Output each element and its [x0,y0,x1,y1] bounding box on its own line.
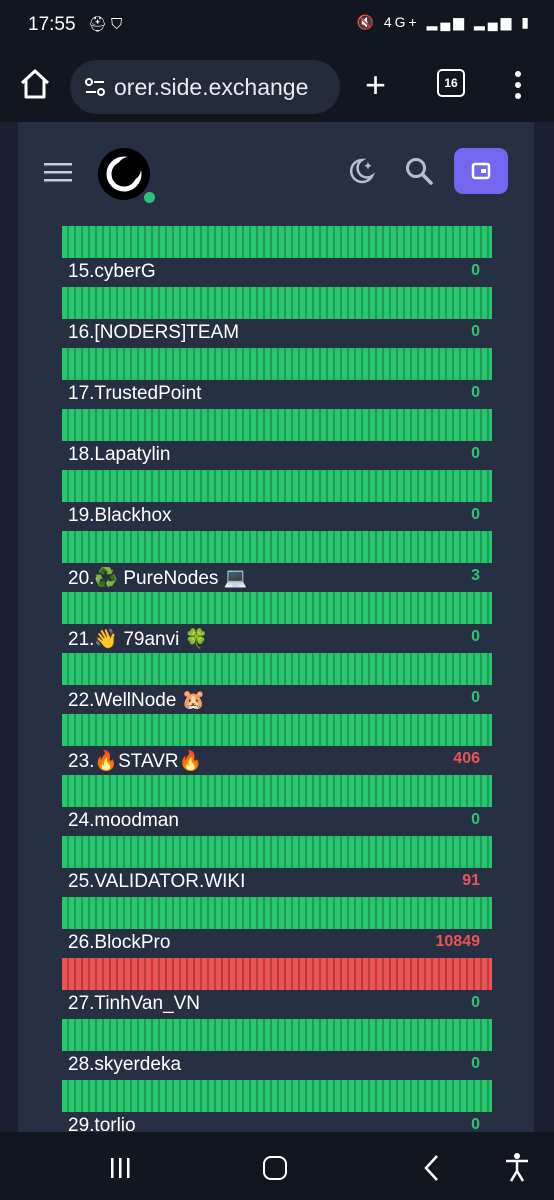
status-time: 17:55 [28,14,76,35]
validator-row[interactable]: 27.TinhVan_VN 0 [62,990,492,1019]
mute-icon: 🔇 [356,14,377,30]
validator-name[interactable]: 27.TinhVan_VN [68,993,201,1014]
missed-blocks-count: 0 [471,445,480,462]
missed-blocks-count: 91 [462,872,480,889]
signal-icon: ▂▄▆ [473,14,515,30]
uptime-bar[interactable] [62,1080,492,1112]
missed-blocks-count: 0 [471,628,480,645]
validator-name[interactable]: 17.TrustedPoint [68,383,202,404]
missed-blocks-count: 406 [453,750,480,767]
validator-row[interactable]: 23.🔥STAVR🔥 406 [62,746,492,775]
online-status-dot [144,192,155,203]
uptime-bar[interactable] [62,470,492,502]
status-bar: 17:55 ⛑⛉ 🔇 4G+ ▂▄▆ ▂▄▆ ▮ [0,0,554,52]
wallet-button[interactable] [454,148,508,194]
validator-name[interactable]: 15.cyberG [68,261,156,282]
wallet-icon [471,162,491,180]
missed-blocks-count: 0 [471,1055,480,1072]
uptime-bar[interactable] [62,226,492,258]
uptime-bar[interactable] [62,287,492,319]
validator-row[interactable]: 29.torlio 0 [62,1112,492,1132]
recents-icon[interactable] [108,1158,132,1178]
uptime-bar[interactable] [62,714,492,746]
missed-blocks-count: 3 [471,567,480,584]
validator-row[interactable]: 28.skyerdeka 0 [62,1051,492,1080]
4g-icon: 4G+ [383,14,420,30]
validator-name[interactable]: 18.Lapatylin [68,444,171,465]
validator-row[interactable]: 15.cyberG 0 [62,258,492,287]
validator-row[interactable]: 26.BlockPro 10849 [62,929,492,958]
new-tab-button[interactable]: + [365,65,393,105]
uptime-bar[interactable] [62,409,492,441]
validator-name[interactable]: 19.Blackhox [68,505,172,526]
uptime-bar[interactable] [62,1019,492,1051]
uptime-bar[interactable] [62,653,492,685]
notification-icon: ⛑ [88,16,112,33]
tab-switcher-button[interactable]: 16 [437,69,465,97]
url-bar[interactable]: orer.side.exchange [70,60,340,114]
url-text[interactable]: orer.side.exchange [114,74,309,100]
uptime-bar[interactable] [62,775,492,807]
search-icon[interactable] [404,156,434,186]
validator-name[interactable]: 22.WellNode 🐹 [68,690,206,711]
signal-icon: ▂▄▆ [426,14,468,30]
validator-name[interactable]: 23.🔥STAVR🔥 [68,751,203,772]
battery-icon: ▮ [521,14,532,30]
uptime-bar[interactable] [62,592,492,624]
validator-name[interactable]: 24.moodman [68,810,179,831]
missed-blocks-count: 0 [471,1116,480,1132]
validator-name[interactable]: 29.torlio [68,1115,136,1132]
missed-blocks-count: 0 [471,384,480,401]
system-icons: 🔇 4G+ ▂▄▆ ▂▄▆ ▮ [357,14,532,31]
site-settings-icon[interactable] [82,74,108,100]
validator-row[interactable]: 20.♻️ PureNodes 💻 3 [62,563,492,592]
hamburger-menu-icon[interactable] [44,162,72,182]
validator-name[interactable]: 21.👋 79anvi 🍀 [68,629,209,650]
content-panel: 15.cyberG 0 16.[NODERS]TEAM 0 17.TrustedPoin… [18,122,534,1132]
validator-row[interactable]: 16.[NODERS]TEAM 0 [62,319,492,348]
system-home-icon[interactable] [263,1156,287,1180]
missed-blocks-count: 0 [471,811,480,828]
uptime-bar[interactable] [62,531,492,563]
validator-row[interactable]: 24.moodman 0 [62,807,492,836]
system-nav-bar [0,1132,554,1200]
validator-name[interactable]: 20.♻️ PureNodes 💻 [68,568,248,589]
home-button[interactable] [18,67,54,103]
validator-row[interactable]: 22.WellNode 🐹 0 [62,685,492,714]
dark-mode-icon[interactable] [346,156,376,186]
missed-blocks-count: 0 [471,323,480,340]
uptime-bar[interactable] [62,348,492,380]
validator-name[interactable]: 26.BlockPro [68,932,171,953]
validator-uptime-list: 15.cyberG 0 16.[NODERS]TEAM 0 17.TrustedPoin… [62,226,492,1132]
uptime-bar[interactable] [62,897,492,929]
page-content: 15.cyberG 0 16.[NODERS]TEAM 0 17.TrustedPoin… [0,122,554,1132]
validator-row[interactable]: 25.VALIDATOR.WIKI 91 [62,868,492,897]
validator-row[interactable]: 18.Lapatylin 0 [62,441,492,470]
missed-blocks-count: 0 [471,262,480,279]
validator-name[interactable]: 25.VALIDATOR.WIKI [68,871,246,892]
validator-row[interactable]: 19.Blackhox 0 [62,502,492,531]
missed-blocks-count: 10849 [435,933,481,950]
site-logo[interactable] [98,148,150,200]
accessibility-icon[interactable] [504,1152,530,1182]
missed-blocks-count: 0 [471,506,480,523]
moon-logo-icon [106,156,142,192]
missed-blocks-count: 0 [471,689,480,706]
home-icon [20,69,50,99]
missed-blocks-count: 0 [471,994,480,1011]
browser-toolbar: orer.side.exchange + 16 [0,52,554,122]
plus-icon: + [365,64,387,105]
more-menu-icon[interactable] [514,70,522,100]
validator-name[interactable]: 16.[NODERS]TEAM [68,322,240,343]
uptime-bar[interactable] [62,958,492,990]
validator-name[interactable]: 28.skyerdeka [68,1054,182,1075]
uptime-bar[interactable] [62,836,492,868]
validator-row[interactable]: 17.TrustedPoint 0 [62,380,492,409]
notification-icons: ⛑⛉ [88,15,126,33]
validator-row[interactable]: 21.👋 79anvi 🍀 0 [62,624,492,653]
back-icon[interactable] [422,1154,440,1182]
shield-icon: ⛉ [111,16,127,33]
